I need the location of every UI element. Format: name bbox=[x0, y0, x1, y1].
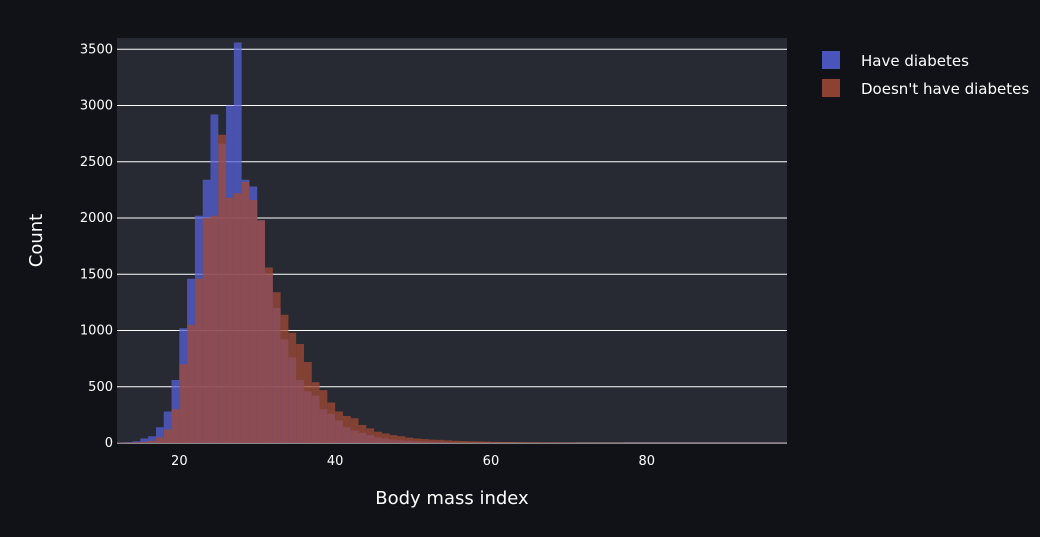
histogram-bar[interactable] bbox=[483, 441, 491, 443]
histogram-bar[interactable] bbox=[303, 362, 312, 443]
histogram-bar[interactable] bbox=[405, 437, 414, 443]
legend-swatch bbox=[822, 79, 840, 97]
histogram-bar[interactable] bbox=[490, 441, 499, 443]
histogram-bar[interactable] bbox=[498, 441, 507, 443]
histogram-bar[interactable] bbox=[420, 439, 429, 443]
histogram-bar[interactable] bbox=[148, 440, 156, 443]
histogram-bar[interactable] bbox=[148, 436, 156, 443]
histogram-bar[interactable] bbox=[218, 134, 227, 443]
histogram-bar[interactable] bbox=[413, 438, 421, 444]
histogram-bar[interactable] bbox=[529, 442, 538, 443]
histogram-bar[interactable] bbox=[288, 332, 297, 443]
histogram-bar[interactable] bbox=[444, 440, 452, 443]
histogram-bar[interactable] bbox=[358, 425, 367, 443]
histogram-bar[interactable] bbox=[171, 409, 180, 443]
histogram-bar[interactable] bbox=[163, 429, 172, 444]
legend[interactable]: Have diabetes Doesn't have diabetes bbox=[822, 51, 1029, 98]
histogram-bar[interactable] bbox=[249, 200, 258, 443]
histogram-bar[interactable] bbox=[257, 220, 266, 443]
legend-swatch bbox=[822, 51, 840, 69]
histogram-bar[interactable] bbox=[452, 440, 460, 443]
histogram-bar[interactable] bbox=[311, 382, 320, 443]
x-tick-labels: 20 40 60 80 bbox=[171, 454, 655, 469]
legend-item[interactable]: Doesn't have diabetes bbox=[822, 79, 1029, 98]
y-tick-label: 0 bbox=[105, 436, 113, 451]
histogram-bar[interactable] bbox=[319, 390, 328, 443]
x-tick-label: 60 bbox=[483, 454, 500, 469]
histogram-bar[interactable] bbox=[374, 431, 382, 443]
y-axis-title: Count bbox=[26, 214, 47, 267]
x-axis-title: Body mass index bbox=[375, 488, 529, 509]
y-tick-labels: 0 500 1000 1500 2000 2500 3000 3500 bbox=[80, 42, 113, 451]
histogram-bar[interactable] bbox=[545, 442, 554, 443]
histogram-bar[interactable] bbox=[537, 442, 546, 443]
histogram-bar[interactable] bbox=[296, 344, 304, 443]
histogram-bar[interactable] bbox=[366, 428, 375, 443]
x-tick-label: 40 bbox=[327, 454, 344, 469]
legend-item[interactable]: Have diabetes bbox=[822, 51, 969, 70]
histogram-bar[interactable] bbox=[226, 197, 234, 443]
histogram-bar[interactable] bbox=[381, 433, 390, 443]
histogram-bar[interactable] bbox=[335, 411, 343, 444]
y-tick-label: 1500 bbox=[80, 267, 113, 282]
histogram-bar[interactable] bbox=[194, 278, 203, 443]
histogram-bar[interactable] bbox=[179, 364, 188, 443]
histogram-bar[interactable] bbox=[389, 435, 398, 443]
y-tick-label: 500 bbox=[88, 380, 113, 395]
histogram-bar[interactable] bbox=[163, 411, 172, 444]
series-2-bars bbox=[117, 134, 787, 444]
histogram-bar[interactable] bbox=[132, 442, 141, 443]
histogram-bars bbox=[117, 42, 787, 444]
legend-label: Doesn't have diabetes bbox=[861, 80, 1029, 98]
histogram-bar[interactable] bbox=[522, 442, 530, 443]
histogram-bar[interactable] bbox=[187, 324, 195, 443]
histogram-bar[interactable] bbox=[155, 437, 164, 443]
histogram-bar[interactable] bbox=[155, 427, 164, 443]
histogram-bar[interactable] bbox=[467, 441, 476, 443]
histogram-bar[interactable] bbox=[350, 418, 359, 443]
histogram-bar[interactable] bbox=[514, 442, 523, 443]
histogram-bar[interactable] bbox=[506, 442, 515, 443]
histogram-bar[interactable] bbox=[241, 182, 250, 443]
histogram-bar[interactable] bbox=[459, 440, 468, 443]
histogram-bar[interactable] bbox=[233, 193, 242, 443]
histogram-bar[interactable] bbox=[342, 416, 351, 443]
x-tick-label: 80 bbox=[638, 454, 655, 469]
histogram-bar[interactable] bbox=[280, 314, 289, 443]
histogram-bar[interactable] bbox=[140, 441, 149, 443]
x-tick-label: 20 bbox=[171, 454, 188, 469]
histogram-bar[interactable] bbox=[327, 402, 336, 444]
histogram-bar[interactable] bbox=[210, 215, 219, 443]
histogram-bar[interactable] bbox=[140, 438, 149, 444]
histogram-bar[interactable] bbox=[428, 439, 437, 443]
y-tick-label: 2500 bbox=[80, 155, 113, 170]
histogram-bar[interactable] bbox=[132, 441, 141, 443]
histogram-bar[interactable] bbox=[397, 436, 406, 443]
histogram-bar[interactable] bbox=[475, 441, 484, 443]
y-tick-label: 3000 bbox=[80, 99, 113, 114]
legend-label: Have diabetes bbox=[861, 52, 969, 70]
histogram-bar[interactable] bbox=[272, 292, 281, 443]
y-tick-label: 1000 bbox=[80, 324, 113, 339]
histogram-bar[interactable] bbox=[265, 267, 273, 444]
y-tick-label: 3500 bbox=[80, 42, 113, 57]
histogram-bar[interactable] bbox=[202, 218, 211, 443]
histogram-bar[interactable] bbox=[436, 439, 445, 443]
y-tick-label: 2000 bbox=[80, 211, 113, 226]
